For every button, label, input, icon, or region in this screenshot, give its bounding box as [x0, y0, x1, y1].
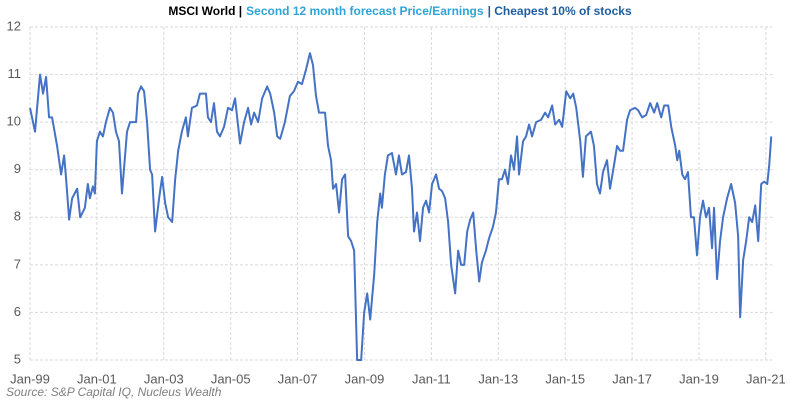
title-part: | Cheapest 10% of stocks	[488, 4, 632, 18]
y-tick-label: 9	[14, 161, 21, 176]
y-tick-label: 11	[8, 66, 22, 81]
x-tick-label: Jan-11	[412, 371, 451, 386]
data-line	[29, 52, 773, 361]
x-tick-label: Jan-17	[612, 371, 652, 386]
y-tick-label: 6	[14, 304, 21, 319]
y-tick-label: 5	[14, 351, 21, 366]
y-tick-label: 10	[7, 114, 21, 129]
title-part: Second 12 month forecast Price/Earnings	[246, 4, 484, 18]
source-note: Source: S&P Capital IQ, Nucleus Wealth	[6, 385, 222, 399]
x-tick-label: Jan-07	[278, 371, 318, 386]
chart-title: MSCI World | Second 12 month forecast Pri…	[168, 4, 632, 18]
x-tick-label: Jan-05	[211, 371, 251, 386]
x-tick-label: Jan-03	[144, 371, 184, 386]
y-tick-label: 7	[14, 256, 21, 271]
title-part: MSCI World |	[168, 4, 242, 18]
x-tick-label: Jan-19	[679, 371, 719, 386]
x-tick-label: Jan-01	[77, 371, 117, 386]
x-tick-label: Jan-99	[10, 371, 50, 386]
x-tick-label: Jan-15	[545, 371, 585, 386]
x-tick-label: Jan-21	[746, 371, 786, 386]
y-tick-label: 12	[7, 18, 21, 33]
y-tick-label: 8	[14, 209, 21, 224]
x-tick-label: Jan-09	[345, 371, 385, 386]
x-tick-label: Jan-13	[478, 371, 518, 386]
